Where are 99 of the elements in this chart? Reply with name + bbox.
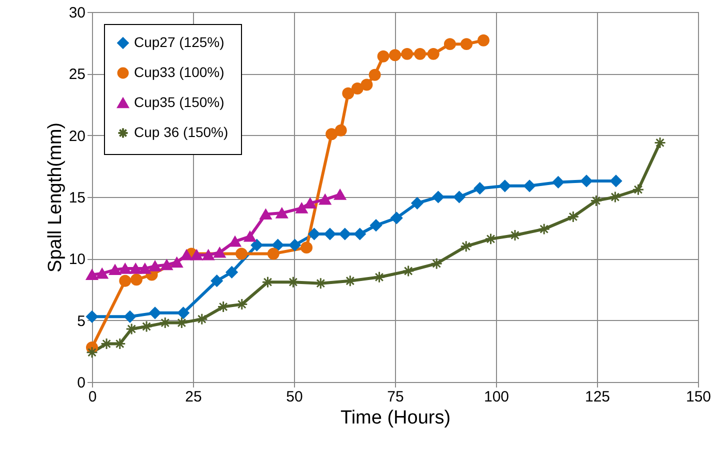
point <box>430 258 443 270</box>
point <box>190 250 203 260</box>
point <box>308 228 320 240</box>
point <box>414 48 426 60</box>
point <box>149 260 162 272</box>
point <box>149 306 162 319</box>
point <box>109 264 122 276</box>
point <box>402 265 414 277</box>
point <box>334 124 347 136</box>
point <box>250 239 263 252</box>
point <box>140 320 153 332</box>
point <box>460 240 472 252</box>
point <box>484 232 497 245</box>
point <box>304 198 316 208</box>
point <box>334 189 346 200</box>
point <box>524 180 536 192</box>
point <box>96 268 108 279</box>
point <box>590 194 602 207</box>
x-axis-title: Time (Hours) <box>340 408 451 428</box>
point <box>552 176 564 188</box>
point <box>368 68 381 81</box>
y-tick-label: 0 <box>77 374 86 392</box>
point <box>342 87 354 100</box>
legend-label: Cup35 (150%) <box>134 94 224 110</box>
point <box>427 48 440 60</box>
point <box>319 194 332 205</box>
point <box>460 38 472 50</box>
point <box>235 248 248 260</box>
point <box>202 250 214 260</box>
y-tick-label: 10 <box>68 251 86 268</box>
point <box>177 306 190 319</box>
point <box>138 263 151 274</box>
point <box>326 128 338 140</box>
x-tick-label: 25 <box>185 388 202 406</box>
point <box>267 248 280 260</box>
point <box>338 228 351 240</box>
point <box>160 260 173 270</box>
point <box>130 274 142 286</box>
point <box>477 34 490 46</box>
point <box>354 228 366 240</box>
point <box>296 202 308 214</box>
point <box>567 210 580 223</box>
point <box>170 257 183 268</box>
point <box>389 49 401 62</box>
point <box>324 228 336 240</box>
point <box>474 182 486 194</box>
point <box>373 271 386 284</box>
point <box>119 263 132 274</box>
point <box>276 208 288 218</box>
point <box>226 266 238 278</box>
point <box>244 231 256 242</box>
point <box>401 48 414 60</box>
point <box>86 346 98 358</box>
point <box>214 247 226 258</box>
x-tick-label: 0 <box>88 388 97 406</box>
point <box>86 269 98 280</box>
y-axis-title: Spall Length(mm) <box>44 122 66 272</box>
point <box>390 212 403 224</box>
y-tick-label: 30 <box>68 4 86 22</box>
point <box>124 310 136 323</box>
point <box>654 136 666 149</box>
point <box>210 274 223 287</box>
point <box>272 239 284 252</box>
point <box>632 184 644 196</box>
y-tick-label: 25 <box>68 66 86 84</box>
y-tick-label: 15 <box>68 190 86 206</box>
x-tick-label: 150 <box>686 388 712 406</box>
x-tick-label: 75 <box>387 388 404 406</box>
legend-label: Cup 36 (150%) <box>134 124 228 140</box>
point <box>351 82 364 94</box>
point <box>453 191 466 203</box>
point <box>610 174 622 187</box>
point <box>580 174 592 187</box>
point <box>432 191 444 203</box>
point <box>126 322 138 335</box>
point <box>300 242 313 254</box>
y-tick-label: 20 <box>68 128 86 145</box>
legend-label: Cup33 (100%) <box>134 64 224 80</box>
point <box>538 223 550 236</box>
x-tick-label: 100 <box>484 388 510 406</box>
point <box>180 250 193 260</box>
y-tick-label: 5 <box>77 312 86 330</box>
point <box>498 180 511 192</box>
legend-label: Cup27 (125%) <box>134 34 224 50</box>
point <box>86 310 98 323</box>
point <box>377 50 390 62</box>
x-tick-label: 125 <box>584 388 610 406</box>
point <box>370 219 382 232</box>
point <box>119 274 132 287</box>
point <box>609 191 622 203</box>
point <box>260 208 272 220</box>
point <box>130 263 142 274</box>
point <box>229 236 242 247</box>
point <box>288 239 301 252</box>
point <box>411 197 424 210</box>
point <box>444 38 456 50</box>
point <box>196 313 208 326</box>
x-tick-label: 50 <box>286 388 303 406</box>
point <box>360 78 373 91</box>
